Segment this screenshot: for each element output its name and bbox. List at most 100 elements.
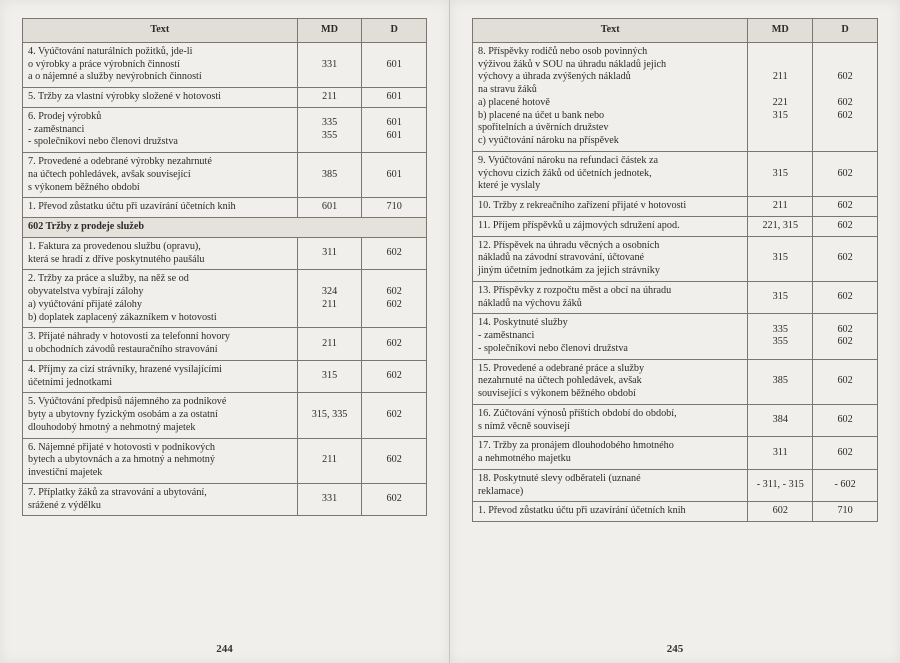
cell-md: 315, 335: [297, 393, 362, 438]
cell-text: 12. Příspěvek na úhradu věcných a osobní…: [473, 236, 748, 281]
cell-d: 602: [362, 237, 427, 270]
table-row: 12. Příspěvek na úhradu věcných a osobní…: [473, 236, 878, 281]
table-body-left: 4. Vyúčtování naturálních požitků, jde-l…: [23, 42, 427, 516]
cell-text: 1. Převod zůstatku účtu při uzavírání úč…: [23, 198, 298, 218]
cell-d: 602: [362, 483, 427, 516]
table-row: 6. Prodej výrobků - zaměstnanci - společ…: [23, 107, 427, 152]
table-row: 4. Příjmy za cizí strávníky, hrazené vys…: [23, 360, 427, 393]
cell-text: 15. Provedené a odebrané práce a služby …: [473, 359, 748, 404]
cell-text: 6. Nájemné přijaté v hotovosti v podniko…: [23, 438, 298, 483]
cell-md: 331: [297, 483, 362, 516]
table-row: 11. Příjem příspěvků u zájmových sdružen…: [473, 216, 878, 236]
cell-md: 311: [297, 237, 362, 270]
table-row: 15. Provedené a odebrané práce a služby …: [473, 359, 878, 404]
cell-md: 211 221 315: [748, 42, 813, 151]
table-row: 2. Tržby za práce a služby, na něž se od…: [23, 270, 427, 328]
cell-d: 602: [362, 328, 427, 361]
table-row: 3. Přijaté náhrady v hotovosti za telefo…: [23, 328, 427, 361]
cell-text: 1. Faktura za provedenou službu (opravu)…: [23, 237, 298, 270]
cell-d: 601: [362, 42, 427, 87]
cell-md: 211: [297, 438, 362, 483]
book-spread: Text MD D 4. Vyúčtování naturálních poži…: [0, 0, 900, 663]
cell-text: 13. Příspěvky z rozpočtu měst a obcí na …: [473, 281, 748, 314]
cell-text: 14. Poskytnuté služby - zaměstnanci - sp…: [473, 314, 748, 359]
cell-d: 601 601: [362, 107, 427, 152]
header-text: Text: [23, 19, 298, 43]
cell-md: 315: [297, 360, 362, 393]
cell-d: 601: [362, 88, 427, 108]
cell-d: 602: [813, 236, 878, 281]
table-row: 6. Nájemné přijaté v hotovosti v podniko…: [23, 438, 427, 483]
cell-md: - 311, - 315: [748, 469, 813, 502]
cell-d: 602: [813, 437, 878, 470]
cell-text: 4. Příjmy za cizí strávníky, hrazené vys…: [23, 360, 298, 393]
cell-md: 311: [748, 437, 813, 470]
cell-md: 335 355: [297, 107, 362, 152]
cell-d: 602: [813, 151, 878, 196]
cell-d: 601: [362, 153, 427, 198]
table-row: 602 Tržby z prodeje služeb: [23, 218, 427, 238]
table-row: 14. Poskytnuté služby - zaměstnanci - sp…: [473, 314, 878, 359]
cell-text: 5. Tržby za vlastní výrobky složené v ho…: [23, 88, 298, 108]
cell-d: 602 602: [813, 314, 878, 359]
cell-md: 211: [748, 197, 813, 217]
cell-d: 602: [362, 360, 427, 393]
cell-md: 211: [297, 88, 362, 108]
table-row: 7. Příplatky žáků za stravování a ubytov…: [23, 483, 427, 516]
cell-text: 2. Tržby za práce a služby, na něž se od…: [23, 270, 298, 328]
cell-d: 602 602: [362, 270, 427, 328]
table-row: 5. Vyúčtování předpisů nájemného za podn…: [23, 393, 427, 438]
table-row: 5. Tržby za vlastní výrobky složené v ho…: [23, 88, 427, 108]
cell-text: 5. Vyúčtování předpisů nájemného za podn…: [23, 393, 298, 438]
table-row: 1. Faktura za provedenou službu (opravu)…: [23, 237, 427, 270]
table-row: 1. Převod zůstatku účtu při uzavírání úč…: [473, 502, 878, 522]
cell-md: 385: [297, 153, 362, 198]
table-row: 10. Tržby z rekreačního zařízení přijaté…: [473, 197, 878, 217]
cell-md: 384: [748, 404, 813, 437]
cell-text: 8. Příspěvky rodičů nebo osob povinných …: [473, 42, 748, 151]
cell-text: 3. Přijaté náhrady v hotovosti za telefo…: [23, 328, 298, 361]
cell-md: 315: [748, 151, 813, 196]
cell-text: 18. Poskytnuté slevy odběrateli (uznané …: [473, 469, 748, 502]
cell-md: 602: [748, 502, 813, 522]
accounting-table-right: Text MD D 8. Příspěvky rodičů nebo osob …: [472, 18, 878, 522]
cell-md: 335 355: [748, 314, 813, 359]
cell-text: 10. Tržby z rekreačního zařízení přijaté…: [473, 197, 748, 217]
page-number-right: 245: [450, 643, 900, 655]
page-left: Text MD D 4. Vyúčtování naturálních poži…: [0, 0, 450, 663]
header-d: D: [813, 19, 878, 43]
cell-text: 1. Převod zůstatku účtu při uzavírání úč…: [473, 502, 748, 522]
table-row: 18. Poskytnuté slevy odběrateli (uznané …: [473, 469, 878, 502]
cell-md: 315: [748, 236, 813, 281]
page-number-left: 244: [0, 643, 449, 655]
cell-d: 602 602 602: [813, 42, 878, 151]
table-row: 8. Příspěvky rodičů nebo osob povinných …: [473, 42, 878, 151]
cell-text: 17. Tržby za pronájem dlouhodobého hmotn…: [473, 437, 748, 470]
cell-d: 710: [362, 198, 427, 218]
header-d: D: [362, 19, 427, 43]
table-row: 16. Zúčtování výnosů příštích období do …: [473, 404, 878, 437]
cell-d: 602: [813, 197, 878, 217]
cell-text: 7. Provedené a odebrané výrobky nezahrnu…: [23, 153, 298, 198]
table-row: 17. Tržby za pronájem dlouhodobého hmotn…: [473, 437, 878, 470]
cell-md: 385: [748, 359, 813, 404]
cell-text: 16. Zúčtování výnosů příštích období do …: [473, 404, 748, 437]
cell-text: 4. Vyúčtování naturálních požitků, jde-l…: [23, 42, 298, 87]
page-right: Text MD D 8. Příspěvky rodičů nebo osob …: [450, 0, 900, 663]
cell-md: 221, 315: [748, 216, 813, 236]
table-row: 1. Převod zůstatku účtu při uzavírání úč…: [23, 198, 427, 218]
cell-text: 9. Vyúčtování nároku na refundaci částek…: [473, 151, 748, 196]
cell-d: 602: [813, 359, 878, 404]
table-row: 7. Provedené a odebrané výrobky nezahrnu…: [23, 153, 427, 198]
cell-md: 315: [748, 281, 813, 314]
table-body-right: 8. Příspěvky rodičů nebo osob povinných …: [473, 42, 878, 521]
accounting-table-left: Text MD D 4. Vyúčtování naturálních poži…: [22, 18, 427, 516]
cell-d: 602: [362, 393, 427, 438]
table-row: 4. Vyúčtování naturálních požitků, jde-l…: [23, 42, 427, 87]
cell-md: 324 211: [297, 270, 362, 328]
cell-d: - 602: [813, 469, 878, 502]
cell-text: 6. Prodej výrobků - zaměstnanci - společ…: [23, 107, 298, 152]
cell-text: 11. Příjem příspěvků u zájmových sdružen…: [473, 216, 748, 236]
header-md: MD: [297, 19, 362, 43]
header-md: MD: [748, 19, 813, 43]
